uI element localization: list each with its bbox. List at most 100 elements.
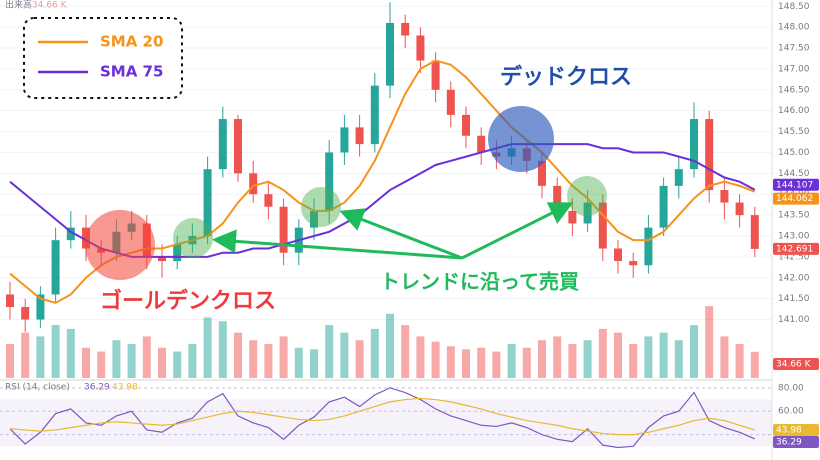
volume-bar bbox=[158, 347, 166, 378]
rsi-tag: 36.29 bbox=[776, 437, 802, 447]
candle-body bbox=[538, 160, 546, 186]
price-tag: 142.691 bbox=[776, 244, 813, 254]
candle-body bbox=[674, 169, 683, 186]
volume-bar bbox=[112, 340, 121, 378]
rsi-line bbox=[9, 387, 756, 449]
trend-marker bbox=[173, 218, 213, 258]
rsi-band bbox=[0, 399, 772, 446]
countdown: 54:26 bbox=[776, 255, 802, 265]
candle-body bbox=[203, 169, 212, 236]
y-tick-label: 147.50 bbox=[778, 44, 810, 54]
volume-bar bbox=[507, 343, 516, 378]
volume-bar bbox=[750, 351, 759, 378]
candle-body bbox=[568, 210, 577, 224]
y-tick-label: 141.50 bbox=[778, 294, 810, 304]
volume-bar bbox=[568, 343, 577, 378]
candle-body bbox=[51, 240, 60, 295]
volume-bar bbox=[97, 351, 106, 378]
candle-body bbox=[705, 119, 714, 191]
volume-tag: 34.66 K bbox=[776, 360, 812, 370]
trend-marker bbox=[301, 187, 341, 227]
volume-tag-bg bbox=[773, 358, 819, 370]
y-tick-label: 148.50 bbox=[778, 2, 810, 12]
volume-bar bbox=[492, 351, 501, 378]
volume-bar bbox=[294, 347, 303, 378]
sma-tag-bg bbox=[773, 192, 819, 205]
volume-bar bbox=[462, 349, 470, 378]
volume-bar bbox=[264, 343, 273, 378]
volume-bar bbox=[614, 332, 622, 378]
candle-body bbox=[370, 85, 379, 145]
candle-body bbox=[158, 256, 166, 262]
volume-bar bbox=[629, 343, 638, 378]
golden-cross-marker bbox=[85, 210, 155, 280]
rsi-tag-bg bbox=[773, 423, 819, 436]
candle-body bbox=[644, 227, 653, 266]
candle-body bbox=[431, 60, 440, 90]
arrow bbox=[461, 202, 574, 260]
dead-cross-label: デッドクロス bbox=[500, 64, 632, 90]
y-tick-label: 146.00 bbox=[778, 106, 810, 116]
volume-bar bbox=[325, 325, 334, 378]
legend-box bbox=[23, 17, 183, 99]
volume-bar bbox=[477, 347, 486, 378]
volume-bar bbox=[36, 336, 45, 378]
volume-bar bbox=[6, 343, 14, 378]
candle-body bbox=[462, 114, 470, 136]
arrow bbox=[339, 208, 463, 260]
candle-body bbox=[477, 135, 486, 153]
candle-body bbox=[553, 185, 562, 211]
y-tick-label: 148.00 bbox=[778, 23, 810, 33]
candle-body bbox=[416, 35, 425, 61]
volume-bar bbox=[355, 340, 364, 378]
y-tick-label: 145.00 bbox=[778, 148, 810, 158]
sma-tag: 144.062 bbox=[776, 194, 813, 204]
volume-bar bbox=[386, 313, 394, 378]
volume-bar bbox=[720, 336, 729, 378]
sma-tag-bg bbox=[773, 178, 819, 191]
candle-body bbox=[598, 202, 607, 249]
candle-body bbox=[386, 22, 394, 86]
sma-tag: 144.107 bbox=[776, 180, 813, 190]
candle-body bbox=[234, 119, 242, 174]
dead-cross-marker bbox=[488, 106, 554, 172]
rsi-tick-label: 60.00 bbox=[778, 407, 804, 417]
rsi-header-value: 36.29 bbox=[84, 383, 110, 393]
candle-body bbox=[750, 215, 759, 249]
trend-label: トレンドに沿って売買 bbox=[380, 270, 579, 294]
volume-bar bbox=[173, 351, 182, 378]
volume-bar bbox=[644, 336, 653, 378]
candle-body bbox=[264, 194, 273, 207]
volume-bar bbox=[370, 328, 379, 378]
volume-bar bbox=[51, 325, 60, 378]
volume-bar bbox=[127, 343, 136, 378]
candle-body bbox=[66, 227, 75, 241]
volume-bar bbox=[21, 332, 30, 378]
candle-body bbox=[218, 119, 227, 170]
volume-bar bbox=[735, 343, 744, 378]
volume-bar bbox=[340, 332, 349, 378]
volume-bar bbox=[674, 340, 683, 378]
volume-bar bbox=[553, 336, 562, 378]
volume-bar bbox=[690, 325, 698, 378]
candle-body bbox=[614, 248, 622, 262]
volume-bar bbox=[234, 332, 242, 378]
y-tick-label: 142.50 bbox=[778, 252, 810, 262]
volume-bar bbox=[142, 336, 151, 378]
candle-body bbox=[401, 22, 410, 36]
candle-body bbox=[279, 206, 288, 253]
candle-body bbox=[735, 202, 744, 216]
golden-cross-label: ゴールデンクロス bbox=[100, 288, 276, 314]
volume-bar bbox=[203, 317, 212, 378]
volume-bar bbox=[598, 328, 607, 378]
arrow bbox=[212, 229, 463, 260]
candle-body bbox=[583, 202, 592, 224]
rsi-tag-bg bbox=[773, 435, 819, 448]
y-tick-label: 147.00 bbox=[778, 64, 810, 74]
candle-body bbox=[720, 190, 729, 203]
volume-bar bbox=[218, 321, 227, 378]
legend-label: SMA 20 bbox=[100, 33, 163, 51]
price-tag-bg bbox=[773, 242, 819, 255]
legend: SMA 20 SMA 75 bbox=[23, 17, 183, 99]
